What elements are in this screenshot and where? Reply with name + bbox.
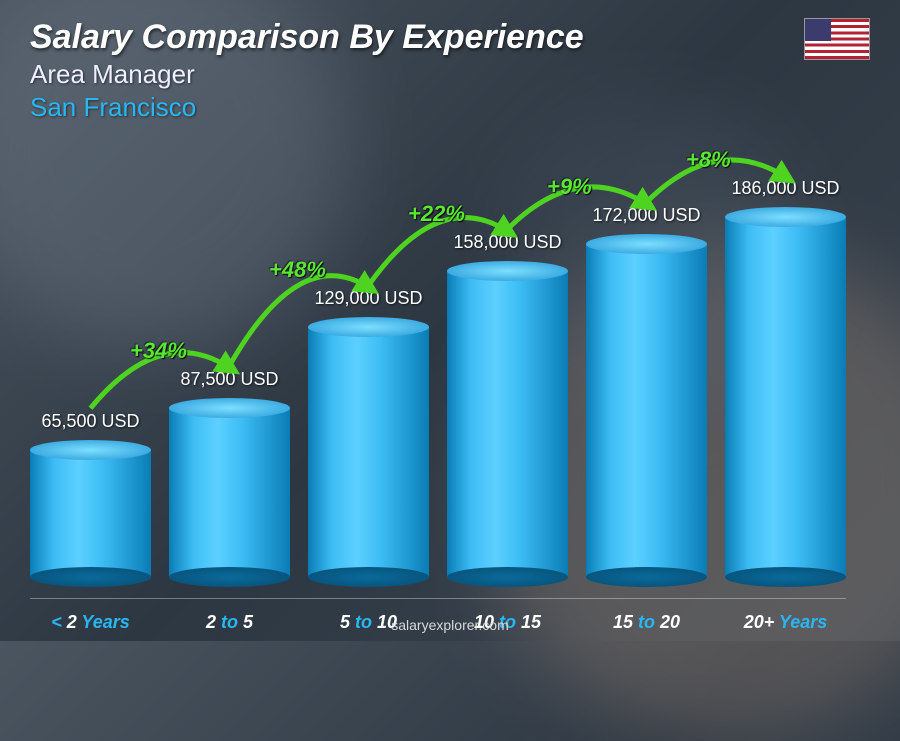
chart: 65,500 USD87,500 USD129,000 USD158,000 U… bbox=[30, 130, 846, 577]
watermark: salaryexplorer.com bbox=[0, 617, 900, 633]
growth-arc bbox=[369, 218, 508, 286]
growth-label: +48% bbox=[269, 257, 326, 283]
location: San Francisco bbox=[30, 92, 870, 123]
job-title: Area Manager bbox=[30, 59, 870, 90]
flag-icon bbox=[804, 18, 870, 60]
growth-label: +9% bbox=[547, 174, 592, 200]
growth-label: +34% bbox=[130, 338, 187, 364]
growth-arc bbox=[230, 276, 369, 366]
header: Salary Comparison By Experience Area Man… bbox=[30, 18, 870, 123]
growth-label: +22% bbox=[408, 201, 465, 227]
x-axis-line bbox=[30, 598, 846, 599]
page-title: Salary Comparison By Experience bbox=[30, 18, 870, 57]
growth-label: +8% bbox=[686, 147, 731, 173]
